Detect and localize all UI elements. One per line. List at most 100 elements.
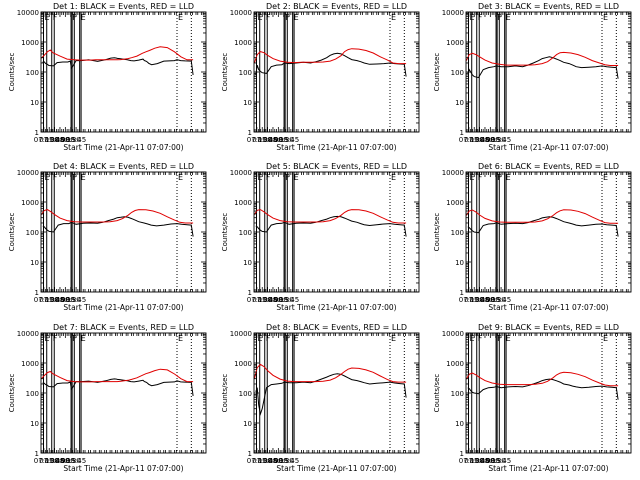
- x-tick-label: 08:30: [274, 136, 294, 144]
- x-axis-label: Start Time (21-Apr-11 07:07:00): [276, 143, 396, 152]
- plot-frame: [253, 332, 420, 454]
- panel-title: Det 6: BLACK = Events, RED = LLD: [478, 162, 619, 171]
- x-tick-label: 08:45: [279, 296, 299, 304]
- x-tick-label: 08:15: [268, 136, 288, 144]
- y-tick-label: 10: [243, 99, 252, 107]
- y-axis-label: Counts/sec: [433, 53, 441, 92]
- y-axis-label: Counts/sec: [8, 213, 16, 252]
- saa-marker-label: F: [266, 334, 271, 343]
- saa-marker-label: E: [470, 13, 475, 22]
- y-axis-label: Counts/sec: [433, 374, 441, 413]
- panel-title: Det 4: BLACK = Events, RED = LLD: [53, 162, 194, 171]
- x-tick-label: 07:15: [247, 136, 267, 144]
- lld-series-line: [465, 51, 619, 66]
- saa-marker-label: F: [285, 173, 290, 182]
- saa-marker-label: F: [478, 334, 483, 343]
- y-tick-label: 100: [26, 390, 39, 398]
- saa-marker-label: F: [72, 334, 77, 343]
- x-tick-label: 08:15: [268, 296, 288, 304]
- y-tick-label: 100: [239, 229, 252, 237]
- x-tick-label: 07:15: [34, 457, 54, 465]
- x-axis-label: Start Time (21-Apr-11 07:07:00): [276, 303, 396, 312]
- y-tick-label: 1: [35, 289, 39, 297]
- x-tick-label: 08:15: [55, 457, 75, 465]
- y-tick-label: 10: [30, 259, 39, 267]
- saa-marker-label: E: [294, 13, 299, 22]
- y-axis-label: Counts/sec: [221, 53, 229, 92]
- x-tick-label: 08:30: [274, 457, 294, 465]
- lld-series-line: [465, 209, 619, 224]
- saa-marker-label: E: [294, 334, 299, 343]
- y-tick-label: 1: [460, 289, 464, 297]
- x-tick-label: 07:15: [34, 296, 54, 304]
- lld-series-line: [41, 46, 194, 61]
- y-tick-label: 10000: [230, 330, 252, 338]
- y-tick-label: 1: [248, 129, 252, 137]
- x-axis-label: Start Time (21-Apr-11 07:07:00): [488, 143, 608, 152]
- x-tick-label: 07:15: [459, 296, 479, 304]
- lld-series-line: [253, 209, 407, 224]
- x-axis-label: Start Time (21-Apr-11 07:07:00): [488, 464, 608, 473]
- lld-series-line: [465, 371, 619, 387]
- x-tick-label: 08:45: [491, 457, 511, 465]
- x-tick-label: 08:00: [263, 296, 283, 304]
- x-tick-label: 07:30: [464, 296, 484, 304]
- saa-marker-label: E: [603, 13, 608, 22]
- lld-series-line: [253, 363, 407, 383]
- x-tick-label: 07:45: [470, 136, 490, 144]
- x-axis-label: Start Time (21-Apr-11 07:07:00): [63, 143, 183, 152]
- y-tick-label: 1: [460, 129, 464, 137]
- x-tick-label: 07:45: [45, 136, 65, 144]
- y-tick-label: 100: [26, 69, 39, 77]
- saa-marker-label: E: [470, 173, 475, 182]
- saa-marker-label: E: [178, 13, 183, 22]
- saa-marker-label: F: [478, 173, 483, 182]
- x-tick-label: 07:30: [39, 136, 59, 144]
- x-tick-label: 07:30: [464, 136, 484, 144]
- saa-marker-label: E: [391, 13, 396, 22]
- saa-marker-label: E: [506, 334, 511, 343]
- saa-marker-label: E: [258, 334, 263, 343]
- x-tick-label: 08:00: [263, 136, 283, 144]
- y-tick-label: 10: [30, 99, 39, 107]
- plot-frame: [40, 11, 207, 133]
- saa-marker-label: E: [603, 334, 608, 343]
- lld-series-line: [41, 368, 194, 383]
- events-series-line: [467, 56, 619, 79]
- x-tick-label: 08:45: [279, 457, 299, 465]
- x-tick-label: 07:15: [34, 136, 54, 144]
- y-tick-label: 10000: [17, 9, 39, 17]
- x-tick-label: 07:45: [258, 136, 278, 144]
- saa-marker-label: E: [506, 173, 511, 182]
- x-tick-label: 08:00: [50, 296, 70, 304]
- saa-marker-label: E: [294, 173, 299, 182]
- y-tick-label: 10000: [442, 330, 464, 338]
- x-tick-label: 07:45: [45, 457, 65, 465]
- saa-marker-label: F: [497, 13, 502, 22]
- y-tick-label: 100: [451, 69, 464, 77]
- plot-frame: [465, 332, 632, 454]
- x-axis-label: Start Time (21-Apr-11 07:07:00): [276, 464, 396, 473]
- x-axis-label: Start Time (21-Apr-11 07:07:00): [63, 303, 183, 312]
- x-tick-label: 08:00: [50, 457, 70, 465]
- events-series-line: [467, 378, 619, 400]
- x-tick-label: 08:30: [274, 296, 294, 304]
- plot-frame: [465, 171, 632, 293]
- x-tick-label: 07:30: [252, 136, 272, 144]
- x-tick-label: 08:30: [61, 296, 81, 304]
- y-tick-label: 10000: [17, 330, 39, 338]
- panel-title: Det 9: BLACK = Events, RED = LLD: [478, 323, 619, 332]
- panel-title: Det 2: BLACK = Events, RED = LLD: [266, 2, 407, 11]
- plot-frame: [465, 11, 632, 133]
- saa-marker-label: E: [470, 334, 475, 343]
- x-tick-label: 07:45: [45, 296, 65, 304]
- y-tick-label: 1000: [234, 360, 252, 368]
- saa-marker-label: E: [258, 173, 263, 182]
